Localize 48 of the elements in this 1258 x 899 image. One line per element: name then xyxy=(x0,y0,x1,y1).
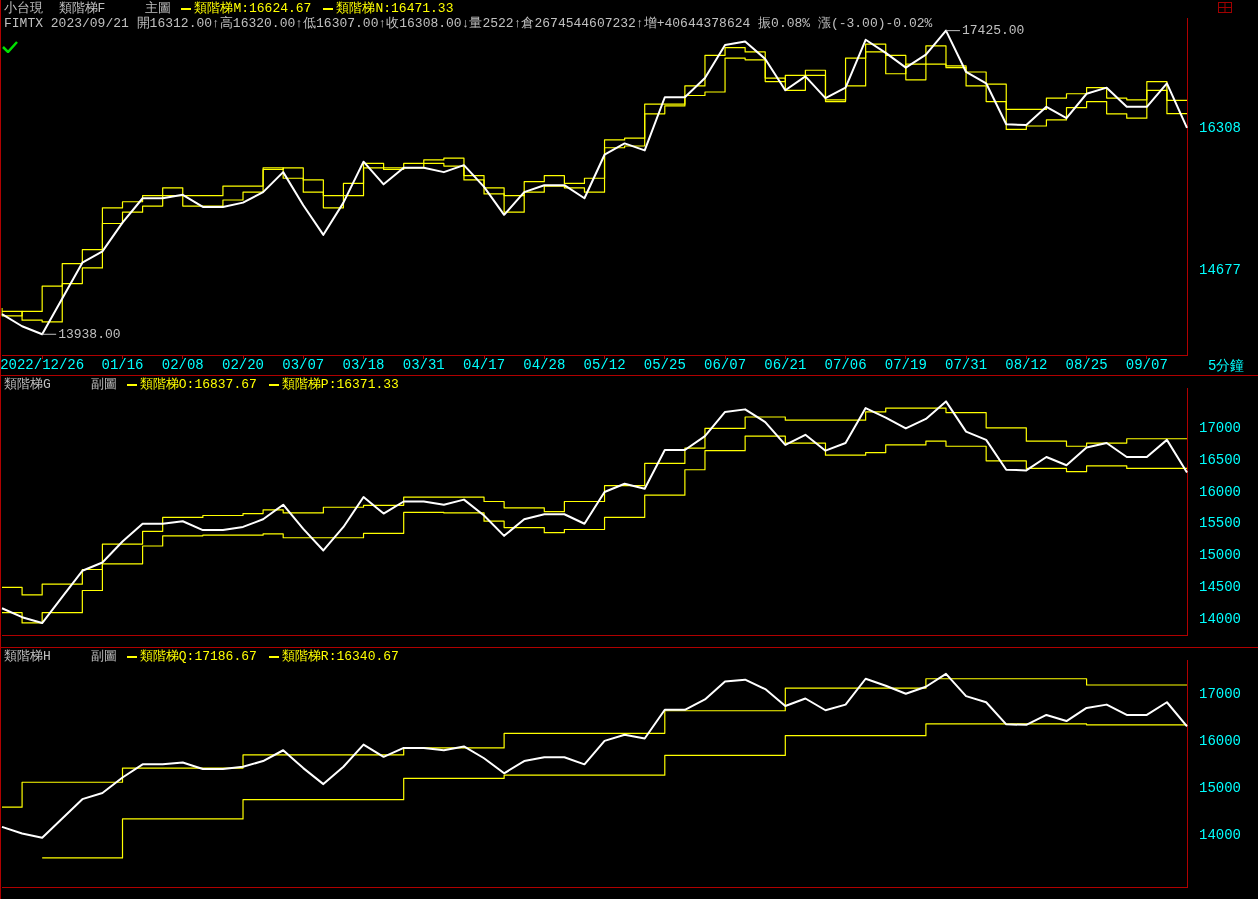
chart-subtitle: FIMTX 2023/09/21 開16312.00↑高16320.00↑低16307.00↑收16308.00↓量2522↑倉2674544607232↑增+40644378624 振0.08% 漲(-3.00)-0.02% xyxy=(4,16,933,31)
legend-label: 類階梯R:16340.67 xyxy=(281,649,399,664)
x-tick-label: 04/17 xyxy=(463,357,506,373)
chart-title: 類階梯G xyxy=(4,377,51,392)
annotation: 17425.00 xyxy=(961,23,1025,39)
x-tick-label: 04/28 xyxy=(523,357,566,373)
x-tick-label: 07/06 xyxy=(824,357,867,373)
y-tick-label: 14000 xyxy=(1199,610,1242,627)
legend-label: 類階梯P:16371.33 xyxy=(281,377,399,392)
y-tick-label: 14677 xyxy=(1199,261,1242,278)
legend-label: 類階梯M:16624.67 xyxy=(194,1,312,16)
legend-label: 類階梯N:16471.33 xyxy=(336,1,454,16)
y-tick-label: 15500 xyxy=(1199,515,1242,532)
x-axis-title: 5分鐘 xyxy=(1208,357,1245,375)
legend-title: 主圖 xyxy=(145,1,172,16)
y-tick-label: 16308 xyxy=(1199,119,1242,136)
x-tick-label: 07/19 xyxy=(884,357,927,373)
y-tick-label: 15000 xyxy=(1199,547,1242,564)
legend-title: 副圖 xyxy=(90,377,117,392)
legend-label: 類階梯Q:17186.67 xyxy=(139,649,257,664)
x-tick-label: 02/20 xyxy=(222,357,265,373)
x-tick-label: 06/07 xyxy=(704,357,747,373)
y-tick-label: 16000 xyxy=(1199,732,1242,749)
x-tick-label: 03/31 xyxy=(402,357,445,373)
x-tick-label: 02/08 xyxy=(161,357,204,373)
y-tick-label: 14500 xyxy=(1199,579,1242,596)
y-tick-label: 17000 xyxy=(1199,420,1242,437)
x-tick-label: 05/12 xyxy=(583,357,626,373)
y-tick-label: 14000 xyxy=(1199,826,1242,843)
x-tick-label: 09/07 xyxy=(1125,357,1168,373)
x-tick-label: 2022/12/26 xyxy=(0,357,85,373)
x-tick-label: 08/25 xyxy=(1065,357,1108,373)
x-tick-label: 01/16 xyxy=(101,357,144,373)
y-tick-label: 15000 xyxy=(1199,779,1242,796)
y-tick-label: 17000 xyxy=(1199,685,1242,702)
chart-title: 類階梯H xyxy=(4,649,51,664)
x-tick-label: 07/31 xyxy=(945,357,988,373)
x-tick-label: 06/21 xyxy=(764,357,807,373)
x-tick-label: 03/18 xyxy=(342,357,385,373)
annotation: 13938.00 xyxy=(58,326,121,342)
x-tick-label: 05/25 xyxy=(643,357,686,373)
x-tick-label: 03/07 xyxy=(282,357,325,373)
x-tick-label: 08/12 xyxy=(1005,357,1048,373)
legend-label: 類階梯O:16837.67 xyxy=(139,377,257,392)
y-tick-label: 16000 xyxy=(1199,483,1242,500)
legend-title: 副圖 xyxy=(90,649,117,664)
chart-title: 小台現 類階梯F xyxy=(4,1,106,16)
y-tick-label: 16500 xyxy=(1199,451,1242,468)
